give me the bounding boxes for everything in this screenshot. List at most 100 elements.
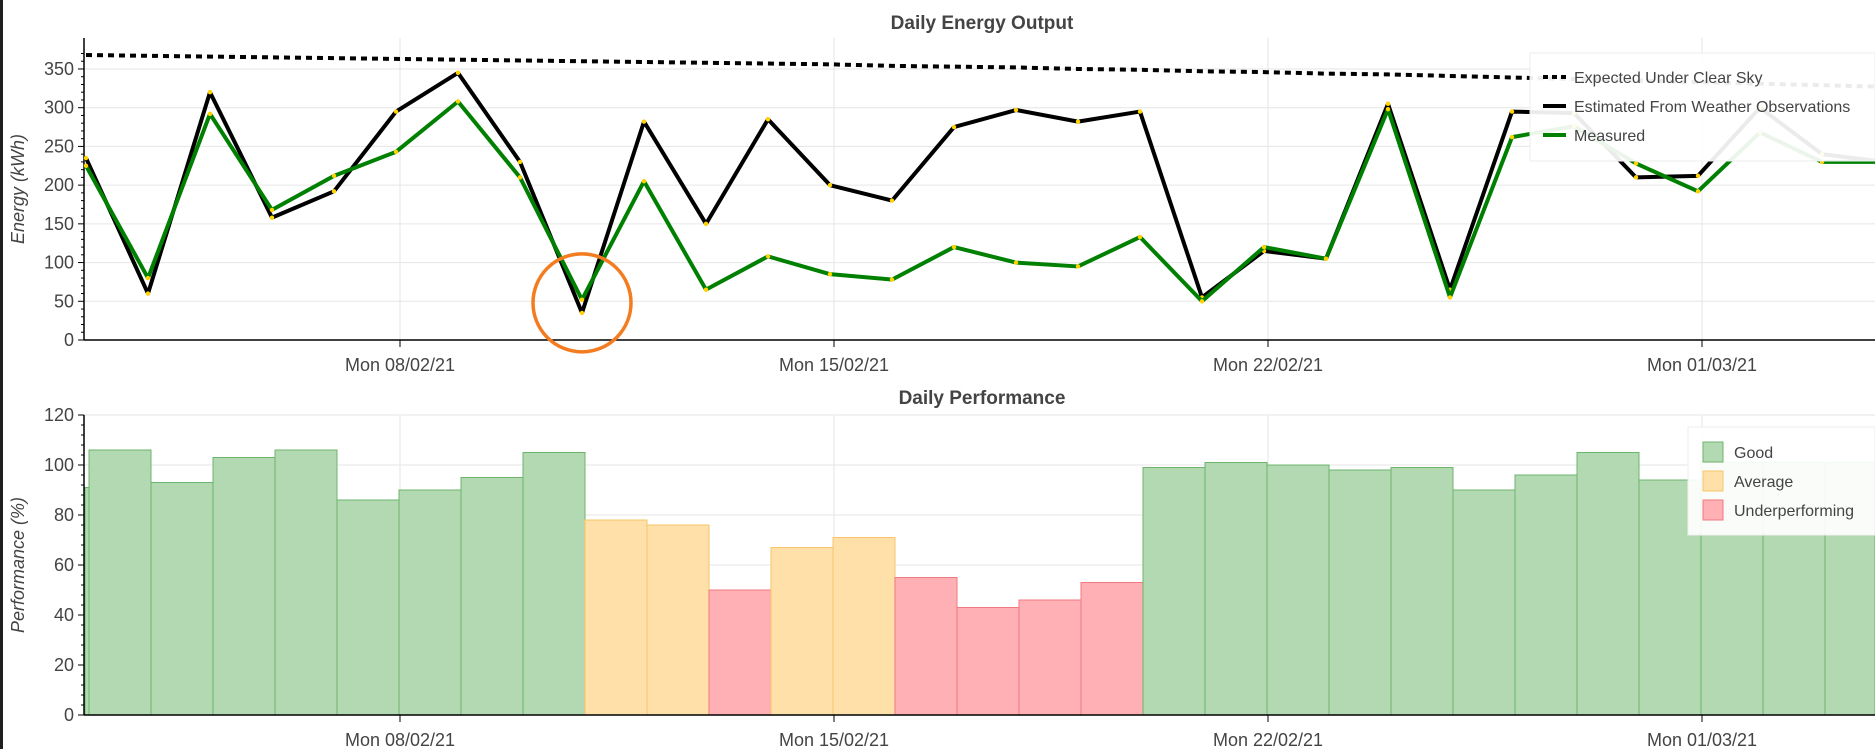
energy-chart-title: Daily Energy Output <box>891 13 1074 34</box>
performance-bar <box>956 607 1020 716</box>
data-point-estimated-from-weather-observations <box>827 182 833 188</box>
data-point-measured <box>1695 189 1701 194</box>
data-point-measured <box>1199 299 1205 304</box>
performance-bar <box>584 519 648 716</box>
energy-legend-box <box>1529 52 1875 162</box>
data-point-measured <box>1075 264 1081 269</box>
performance-legend-label: Average <box>1734 474 1793 491</box>
energy-legend-label: Measured <box>1574 128 1645 145</box>
window-edge <box>0 0 3 749</box>
data-point-measured <box>1509 134 1515 140</box>
data-point-estimated-from-weather-observations <box>455 70 461 76</box>
data-point-estimated-from-weather-observations <box>579 310 585 316</box>
data-point-estimated-from-weather-observations <box>207 90 213 95</box>
series-line-expected-under-clear-sky <box>85 53 1875 89</box>
performance-bar <box>770 547 834 716</box>
performance-y-tick-label: 100 <box>44 455 74 475</box>
energy-y-tick-label: 50 <box>54 291 74 311</box>
performance-y-tick-label: 120 <box>44 405 74 425</box>
energy-y-tick-label: 0 <box>64 330 74 350</box>
data-point-measured <box>579 297 585 302</box>
performance-bar <box>274 449 338 716</box>
data-point-estimated-from-weather-observations <box>1509 109 1515 114</box>
performance-y-tick-label: 0 <box>64 705 74 725</box>
data-point-measured <box>1013 260 1019 265</box>
energy-y-tick-label: 150 <box>44 214 74 234</box>
energy-output-chart: 0 50 100 150 200 250 300 350 Mon 08/02/21 Mon 15/… <box>8 13 1875 375</box>
data-point-estimated-from-weather-observations <box>1633 175 1639 180</box>
data-point-measured <box>703 287 709 292</box>
performance-bar <box>1142 467 1206 716</box>
energy-legend-label: Expected Under Clear Sky <box>1574 70 1763 87</box>
data-point-measured <box>1447 295 1453 300</box>
performance-bar <box>1514 474 1578 716</box>
energy-y-tick-label: 200 <box>44 175 74 195</box>
data-point-measured <box>207 111 213 117</box>
data-point-estimated-from-weather-observations <box>83 155 89 161</box>
data-point-measured <box>827 271 833 277</box>
data-point-measured <box>455 99 461 104</box>
data-point-estimated-from-weather-observations <box>1695 173 1701 179</box>
energy-x-tick-label: Mon 01/03/21 <box>1647 355 1757 375</box>
performance-bar <box>1018 599 1082 716</box>
data-point-estimated-from-weather-observations <box>765 117 771 122</box>
data-point-measured <box>765 254 771 259</box>
performance-y-axis-label: Performance (%) <box>8 497 28 633</box>
performance-bar <box>522 452 586 716</box>
performance-y-tick-label: 60 <box>54 555 74 575</box>
energy-x-tick-label: Mon 08/02/21 <box>345 355 455 375</box>
data-point-estimated-from-weather-observations <box>269 215 275 220</box>
performance-x-tick-label: Mon 22/02/21 <box>1213 730 1323 749</box>
performance-legend-swatch <box>1702 441 1724 463</box>
data-point-estimated-from-weather-observations <box>517 159 523 165</box>
performance-bar <box>708 589 772 716</box>
data-point-measured <box>1137 234 1143 240</box>
performance-bar <box>1080 582 1144 716</box>
energy-y-tick-label: 100 <box>44 253 74 273</box>
performance-bar <box>646 524 710 716</box>
performance-x-tick-label: Mon 15/02/21 <box>779 730 889 749</box>
performance-y-tick-label: 40 <box>54 605 74 625</box>
energy-y-tick-label: 250 <box>44 136 74 156</box>
performance-x-tick-label: Mon 08/02/21 <box>345 730 455 749</box>
performance-bar <box>88 449 152 716</box>
performance-chart: 0 20 40 60 80 100 120 Mon 08/02/21 Mon 15/02/21 M… <box>8 388 1875 749</box>
data-point-estimated-from-weather-observations <box>1075 119 1081 124</box>
data-point-measured <box>889 277 895 282</box>
data-point-estimated-from-weather-observations <box>1013 107 1019 113</box>
annotation-circle <box>531 252 633 354</box>
performance-bar <box>150 482 214 716</box>
data-point-estimated-from-weather-observations <box>641 119 647 124</box>
data-point-measured <box>1633 161 1639 166</box>
performance-bar <box>212 457 276 716</box>
energy-x-tick-label: Mon 15/02/21 <box>779 355 889 375</box>
performance-chart-title: Daily Performance <box>899 388 1066 409</box>
data-point-estimated-from-weather-observations <box>703 221 709 227</box>
data-point-estimated-from-weather-observations <box>331 189 337 194</box>
data-point-measured <box>331 173 337 179</box>
data-point-measured <box>1323 256 1329 261</box>
performance-bar <box>336 499 400 716</box>
performance-legend: Good Average Underperforming <box>1687 426 1875 536</box>
data-point-measured <box>269 207 275 213</box>
performance-bar <box>1576 452 1640 716</box>
energy-y-tick-label: 350 <box>44 59 74 79</box>
performance-legend-swatch <box>1702 499 1724 521</box>
data-point-estimated-from-weather-observations <box>889 198 895 203</box>
performance-legend-label: Underperforming <box>1734 503 1854 520</box>
data-point-measured <box>517 175 523 180</box>
energy-y-axis-label: Energy (kWh) <box>8 134 28 244</box>
data-point-measured <box>951 244 957 250</box>
data-point-measured <box>83 163 89 168</box>
performance-bar <box>1204 462 1268 716</box>
performance-x-tick-label: Mon 01/03/21 <box>1647 730 1757 749</box>
performance-legend-swatch <box>1702 470 1724 492</box>
performance-bar <box>1390 467 1454 716</box>
performance-bar <box>832 537 896 716</box>
data-point-estimated-from-weather-observations <box>393 109 399 114</box>
data-point-estimated-from-weather-observations <box>1137 109 1143 114</box>
data-point-measured <box>1385 107 1391 112</box>
energy-y-tick-label: 300 <box>44 98 74 118</box>
performance-bar <box>1266 464 1330 716</box>
